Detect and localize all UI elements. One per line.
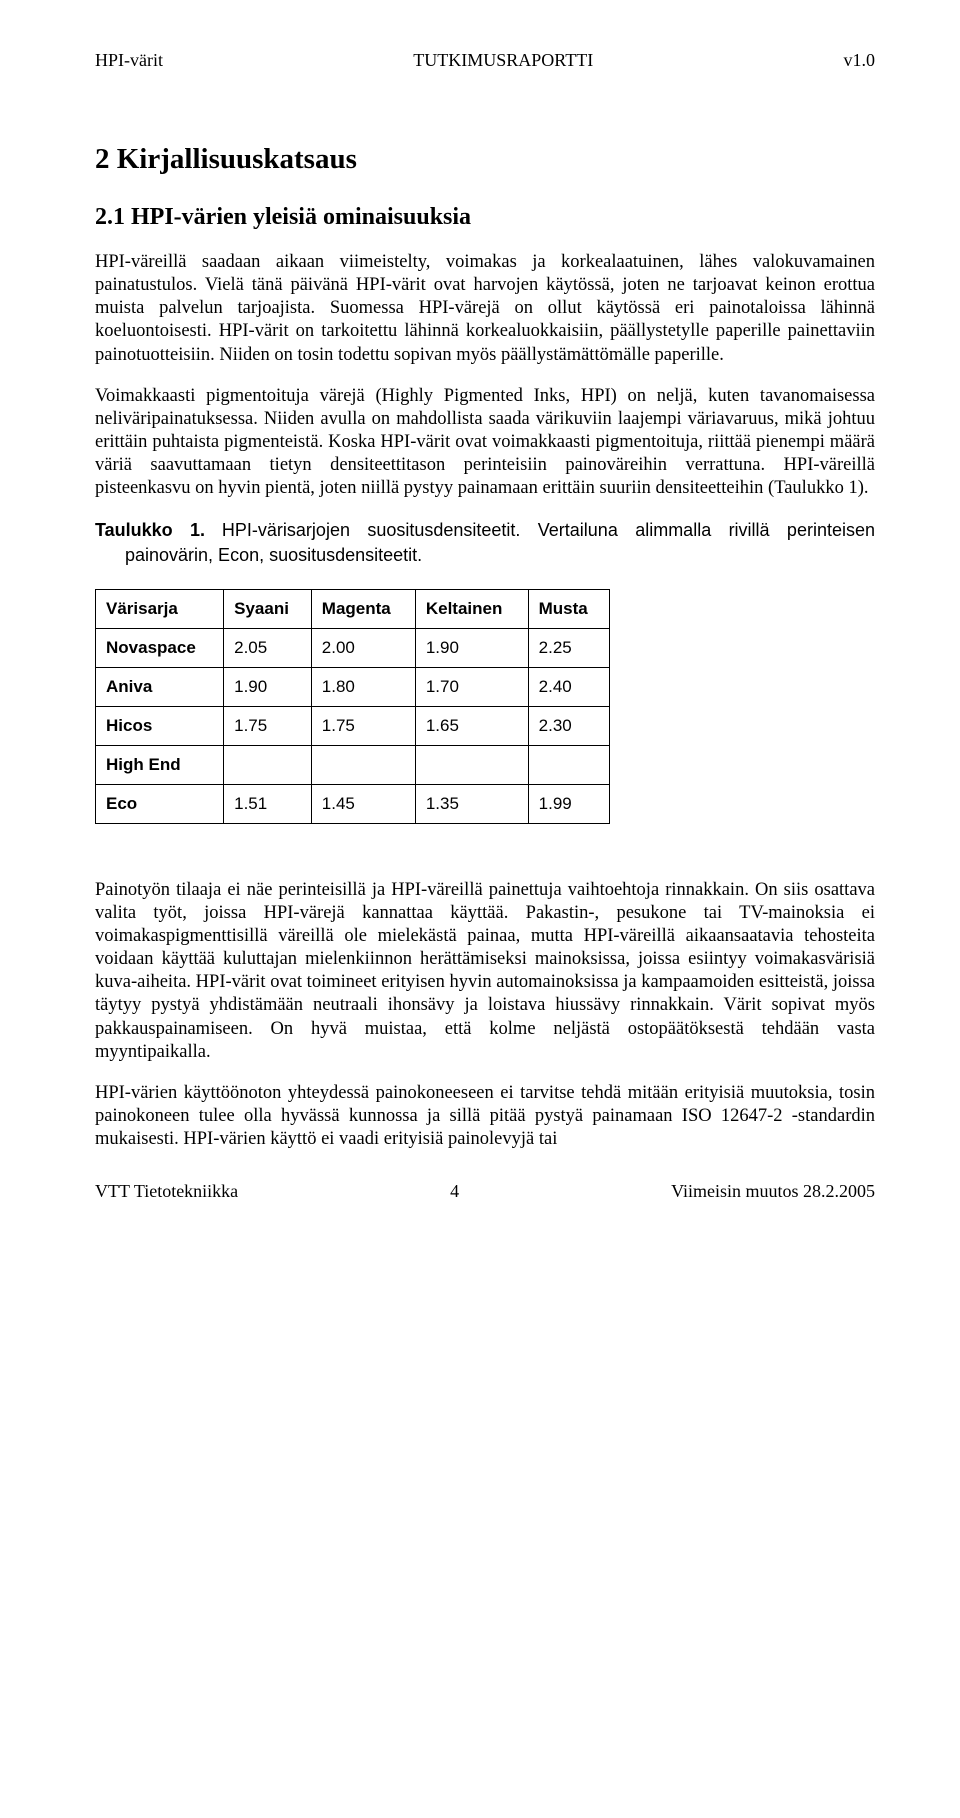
col-header: Keltainen bbox=[415, 589, 528, 628]
header-right: v1.0 bbox=[844, 50, 876, 71]
cell: 2.00 bbox=[311, 628, 415, 667]
cell: 1.45 bbox=[311, 784, 415, 823]
page-header: HPI-värit TUTKIMUSRAPORTTI v1.0 bbox=[95, 50, 875, 71]
cell: 1.90 bbox=[224, 667, 312, 706]
cell bbox=[415, 745, 528, 784]
table-row: Aniva 1.90 1.80 1.70 2.40 bbox=[96, 667, 610, 706]
cell bbox=[224, 745, 312, 784]
col-header: Musta bbox=[528, 589, 609, 628]
paragraph-4: HPI-värien käyttöönoton yhteydessä paino… bbox=[95, 1082, 875, 1151]
cell: 1.80 bbox=[311, 667, 415, 706]
row-header: Eco bbox=[96, 784, 224, 823]
table-header-row: Värisarja Syaani Magenta Keltainen Musta bbox=[96, 589, 610, 628]
footer-right: Viimeisin muutos 28.2.2005 bbox=[671, 1181, 875, 1202]
header-center: TUTKIMUSRAPORTTI bbox=[413, 50, 593, 71]
cell: 1.90 bbox=[415, 628, 528, 667]
paragraph-1: HPI-väreillä saadaan aikaan viimeistelty… bbox=[95, 251, 875, 367]
cell: 1.99 bbox=[528, 784, 609, 823]
table-caption: Taulukko 1. HPI-värisarjojen suositusden… bbox=[95, 518, 875, 567]
paragraph-2: Voimakkaasti pigmentoituja värejä (Highl… bbox=[95, 385, 875, 501]
table-caption-text: HPI-värisarjojen suositusdensiteetit. Ve… bbox=[125, 520, 875, 564]
cell bbox=[528, 745, 609, 784]
cell: 1.35 bbox=[415, 784, 528, 823]
cell: 2.25 bbox=[528, 628, 609, 667]
cell: 1.75 bbox=[311, 706, 415, 745]
subsection-heading: 2.1 HPI-värien yleisiä ominaisuuksia bbox=[95, 204, 875, 231]
page-footer: VTT Tietotekniikka 4 Viimeisin muutos 28… bbox=[95, 1181, 875, 1202]
cell: 2.40 bbox=[528, 667, 609, 706]
table-caption-label: Taulukko 1. bbox=[95, 520, 205, 540]
footer-page-number: 4 bbox=[450, 1181, 459, 1202]
cell bbox=[311, 745, 415, 784]
header-left: HPI-värit bbox=[95, 50, 163, 71]
row-header: Novaspace bbox=[96, 628, 224, 667]
cell: 2.05 bbox=[224, 628, 312, 667]
cell: 1.70 bbox=[415, 667, 528, 706]
footer-left: VTT Tietotekniikka bbox=[95, 1181, 238, 1202]
table-row: Hicos 1.75 1.75 1.65 2.30 bbox=[96, 706, 610, 745]
cell: 2.30 bbox=[528, 706, 609, 745]
table-row: Novaspace 2.05 2.00 1.90 2.25 bbox=[96, 628, 610, 667]
row-header: Hicos bbox=[96, 706, 224, 745]
col-header: Värisarja bbox=[96, 589, 224, 628]
cell: 1.65 bbox=[415, 706, 528, 745]
document-page: HPI-värit TUTKIMUSRAPORTTI v1.0 2 Kirjal… bbox=[0, 0, 960, 1242]
table-row: Eco 1.51 1.45 1.35 1.99 bbox=[96, 784, 610, 823]
table-row: High End bbox=[96, 745, 610, 784]
col-header: Syaani bbox=[224, 589, 312, 628]
paragraph-3: Painotyön tilaaja ei näe perinteisillä j… bbox=[95, 879, 875, 1064]
density-table: Värisarja Syaani Magenta Keltainen Musta… bbox=[95, 589, 610, 824]
row-header: High End bbox=[96, 745, 224, 784]
cell: 1.51 bbox=[224, 784, 312, 823]
row-header: Aniva bbox=[96, 667, 224, 706]
col-header: Magenta bbox=[311, 589, 415, 628]
cell: 1.75 bbox=[224, 706, 312, 745]
section-heading: 2 Kirjallisuuskatsaus bbox=[95, 143, 875, 176]
